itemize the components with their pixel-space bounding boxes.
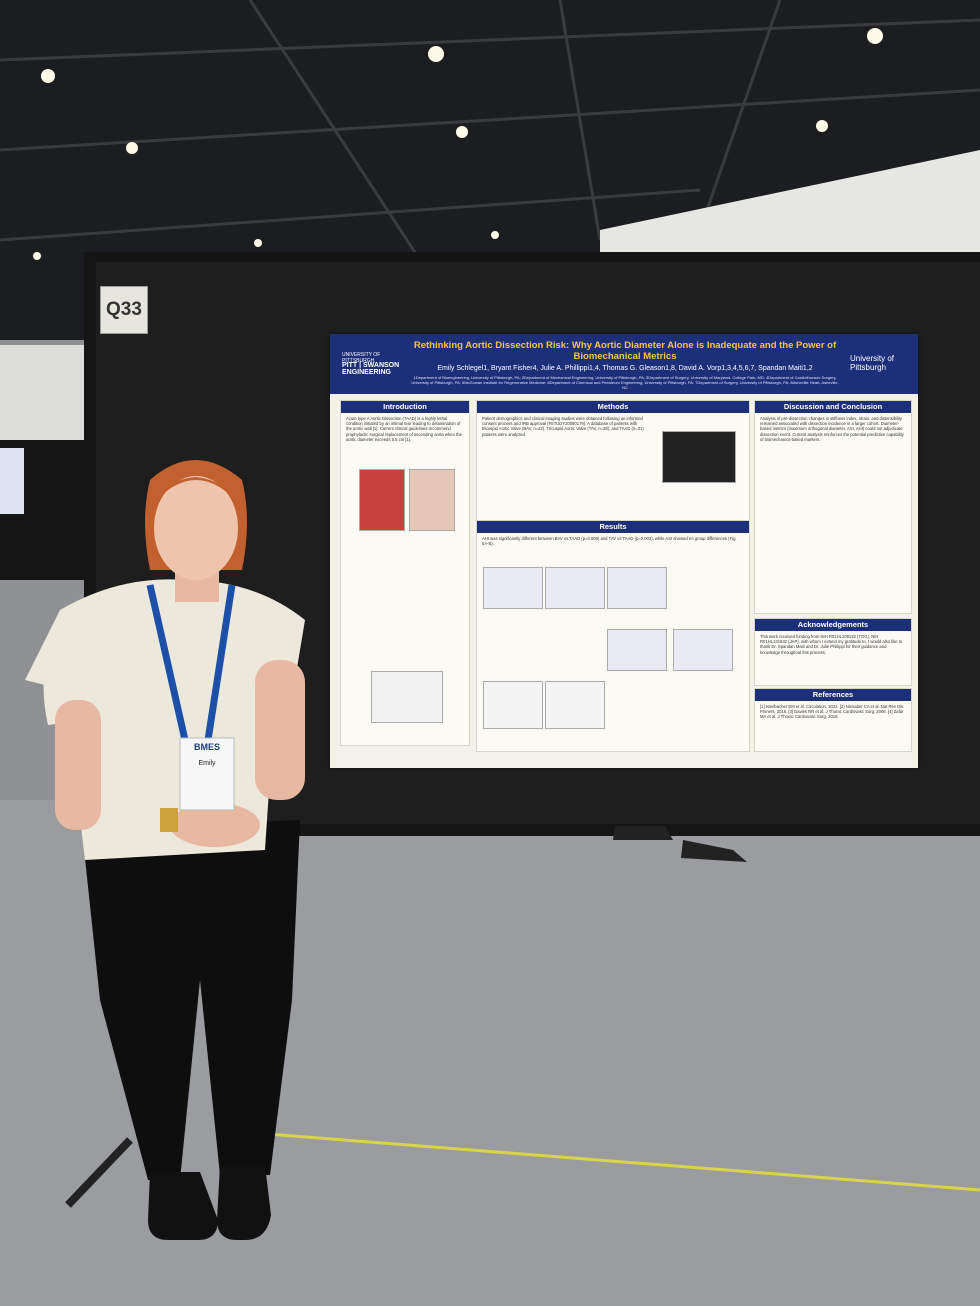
ceiling-beams xyxy=(0,0,980,261)
column: Acknowledgements This work received fund… xyxy=(754,618,912,686)
poster: UNIVERSITY OF PITTSBURGH PITT | SWANSON … xyxy=(330,334,918,768)
logo-text: University of Pittsburgh xyxy=(850,354,895,372)
column: Discussion and Conclusion Analysis of pr… xyxy=(754,400,912,614)
column: Introduction Acute type A Aortic Dissect… xyxy=(340,400,470,746)
figure xyxy=(483,567,543,609)
badge-org: BMES xyxy=(194,742,220,752)
figure xyxy=(545,681,605,729)
column: Methods Patient demographics and clinica… xyxy=(476,400,750,522)
shoe xyxy=(681,840,747,862)
poster-affiliations: 1Department of Bioengineering, Universit… xyxy=(411,375,839,390)
wall xyxy=(0,345,90,450)
figure xyxy=(359,469,405,531)
section-text: This work received funding from NIH R01H… xyxy=(760,634,903,655)
section-heading: Methods xyxy=(477,401,749,413)
section-heading: Acknowledgements xyxy=(755,619,911,631)
booth-sign: Q33 xyxy=(100,286,148,334)
side-poster xyxy=(0,448,24,514)
section-heading: Introduction xyxy=(341,401,469,413)
column: References [1] Isselbacher EM et al. Cir… xyxy=(754,688,912,752)
poster-authors: Emily Schlegel1, Bryant Fisher4, Julie A… xyxy=(437,365,813,372)
logo-text: UNIVERSITY OF PITTSBURGH xyxy=(342,352,381,364)
figure xyxy=(409,469,455,531)
poster-title: Rethinking Aortic Dissection Risk: Why A… xyxy=(413,340,837,362)
figure xyxy=(673,629,733,671)
figure xyxy=(662,431,736,483)
figure xyxy=(545,567,605,609)
section-text: Patient demographics and clinical imagin… xyxy=(482,416,644,437)
figure xyxy=(607,567,667,609)
section-heading: References xyxy=(755,689,911,701)
column: Results AHI was significantly different … xyxy=(476,520,750,752)
section-text: Acute type A Aortic Dissection (TAAD) is… xyxy=(346,416,462,442)
badge-name: Emily xyxy=(198,760,216,767)
shoe xyxy=(613,826,673,840)
ceiling-lights xyxy=(33,28,883,260)
section-text: AHI was significantly different between … xyxy=(482,536,737,547)
person xyxy=(25,460,305,1240)
figure xyxy=(371,671,443,723)
poster-header: UNIVERSITY OF PITTSBURGH PITT | SWANSON … xyxy=(330,334,918,394)
figure xyxy=(483,681,543,729)
section-heading: Results xyxy=(477,521,749,533)
figure xyxy=(607,629,667,671)
section-text: Analysis of pre-dissection changes in st… xyxy=(760,416,904,442)
floor-tape xyxy=(267,1132,980,1192)
section-text: [1] Isselbacher EM et al. Circulation, 2… xyxy=(760,704,904,720)
logo-text: PITT | SWANSON ENGINEERING xyxy=(342,362,400,376)
section-heading: Discussion and Conclusion xyxy=(755,401,911,413)
